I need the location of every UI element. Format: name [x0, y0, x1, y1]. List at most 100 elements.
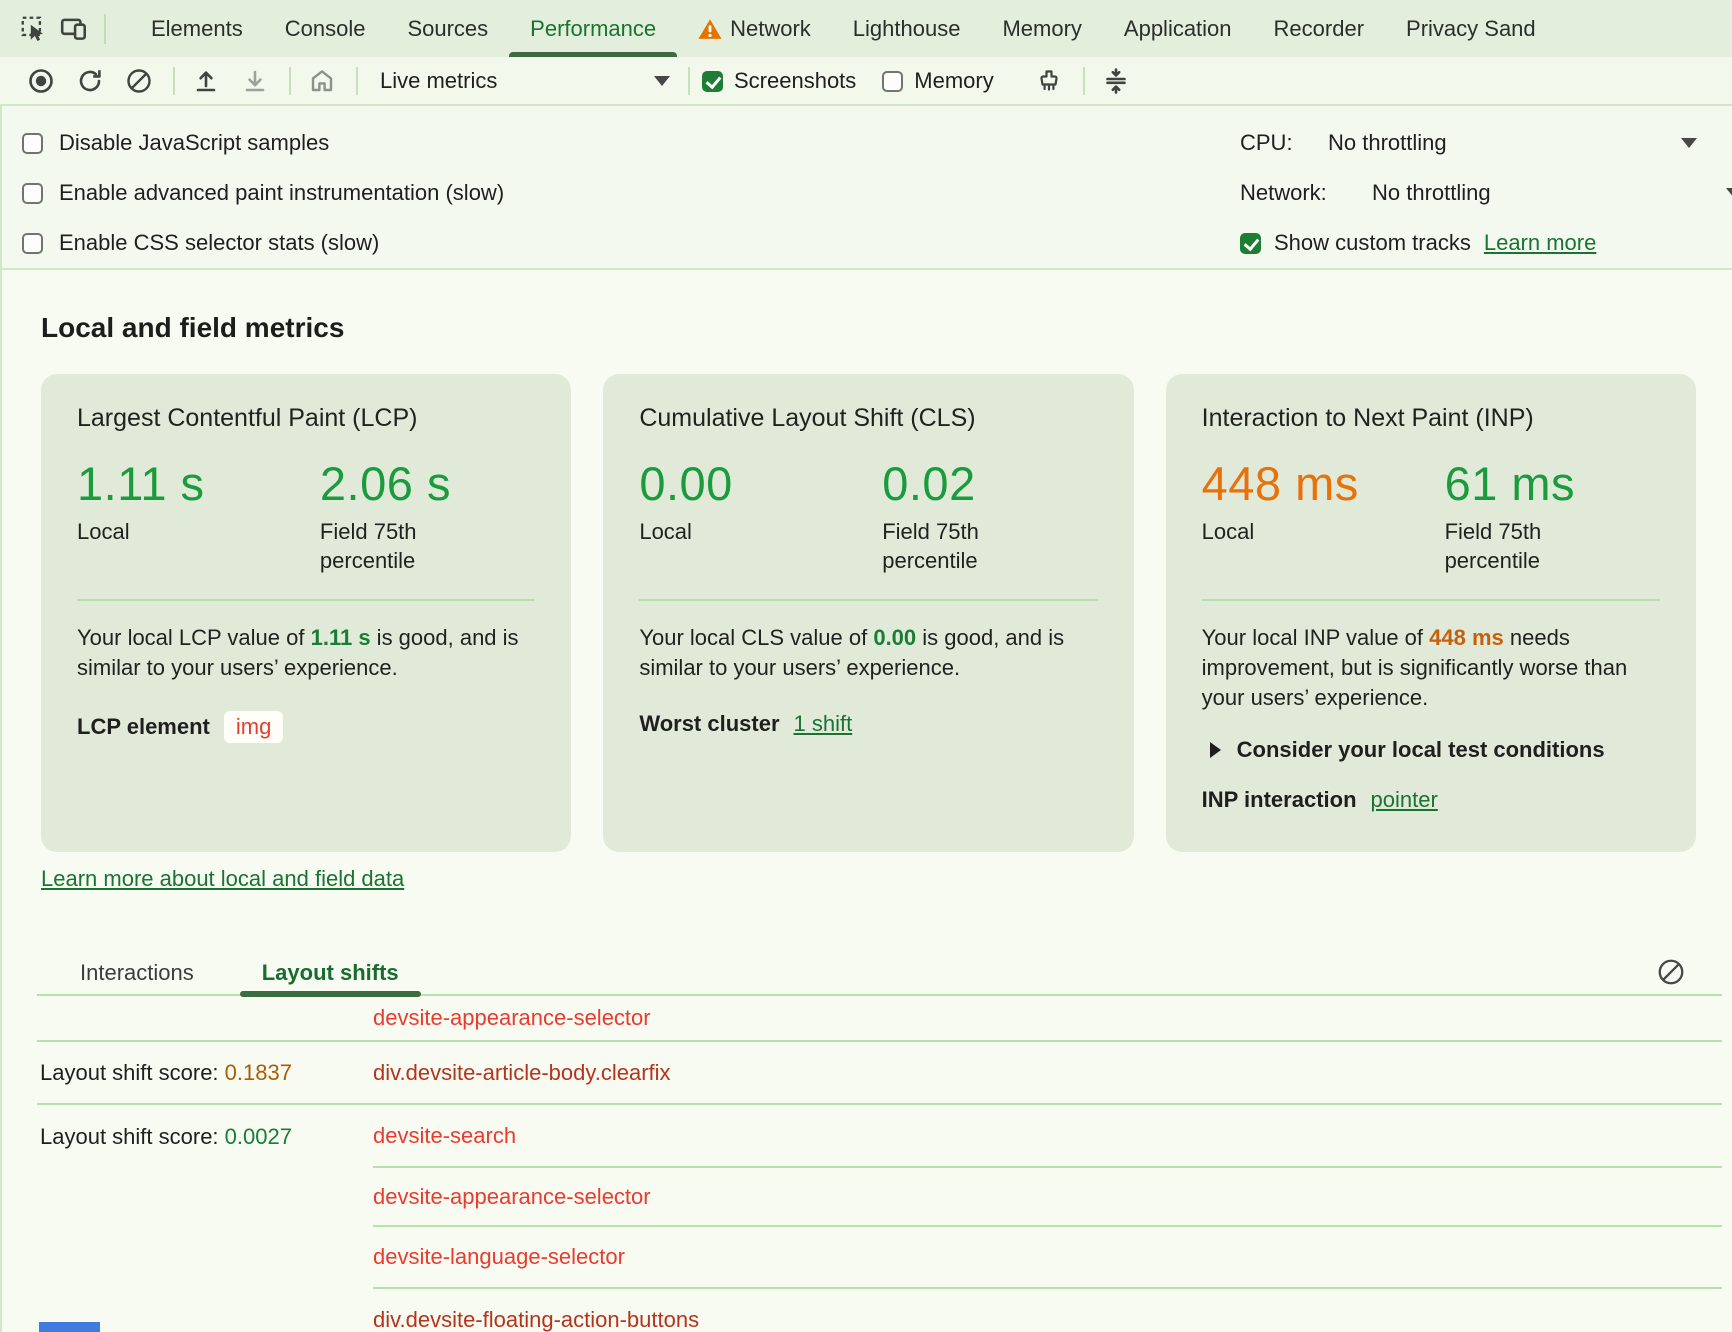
custom-tracks-learn-more-link[interactable]: Learn more — [1483, 230, 1597, 255]
divider — [356, 67, 358, 95]
lcp-element-node-link[interactable]: img — [223, 711, 284, 743]
local-label: Local — [77, 519, 130, 544]
show-custom-tracks-label[interactable]: Show custom tracks — [1274, 230, 1471, 255]
clear-button[interactable] — [120, 61, 158, 101]
divider — [1201, 599, 1660, 601]
option-advanced-paint: Enable advanced paint instrumentation (s… — [22, 168, 504, 218]
desc-text: Your local LCP value of — [77, 625, 311, 650]
lcp-desc-value: 1.11 s — [310, 625, 371, 650]
inp-interaction-label: INP interaction — [1201, 787, 1357, 812]
layout-shift-row: div.devsite-floating-action-buttons — [37, 1289, 1722, 1332]
block-icon — [125, 67, 153, 95]
advanced-paint-checkbox[interactable] — [22, 182, 43, 204]
triangle-right-icon — [1209, 742, 1221, 758]
element-node-link[interactable]: devsite-appearance-selector — [373, 1005, 651, 1030]
device-toolbar-button[interactable] — [54, 0, 94, 57]
tab-label: Lighthouse — [852, 15, 961, 41]
devtools-tab-bar: Elements Console Sources Performance Net… — [0, 0, 1732, 57]
page-title: Local and field metrics — [41, 312, 345, 343]
disable-js-samples-checkbox[interactable] — [22, 132, 43, 154]
show-custom-tracks-checkbox[interactable] — [1240, 232, 1261, 254]
inp-description: Your local INP value of 448 ms needs imp… — [1202, 623, 1660, 713]
cls-local-value: 0.00 — [639, 457, 733, 510]
tab-console[interactable]: Console — [264, 0, 387, 57]
cls-field-value: 0.02 — [882, 457, 976, 510]
layout-shift-row: devsite-language-selector — [37, 1227, 1722, 1289]
divider — [1082, 67, 1085, 95]
cls-local-value-block: 0.00 Local — [639, 459, 882, 575]
panel-mode-value: Live metrics — [380, 68, 498, 93]
gc-brush-button[interactable] — [1030, 61, 1068, 101]
inspect-element-button[interactable] — [14, 0, 54, 57]
option-label[interactable]: Enable CSS selector stats (slow) — [59, 230, 380, 255]
memory-checkbox[interactable] — [882, 70, 904, 92]
tab-label: Interactions — [80, 960, 194, 985]
record-button[interactable] — [22, 61, 60, 101]
desc-text: needs improvement, but is significantly … — [1201, 625, 1628, 710]
tab-label: Sources — [407, 15, 489, 41]
cls-description: Your local CLS value of 0.00 is good, an… — [639, 623, 1097, 683]
live-metrics-view: Local and field metrics Largest Contentf… — [0, 270, 1732, 1332]
element-node-link[interactable]: devsite-search — [373, 1122, 517, 1148]
local-test-conditions-disclosure[interactable]: Consider your local test conditions — [1202, 737, 1660, 763]
cpu-throttling-select[interactable]: CPU: No throttling — [1240, 118, 1732, 168]
tab-privacy-sandbox[interactable]: Privacy Sand — [1385, 0, 1557, 57]
screenshots-label[interactable]: Screenshots — [734, 68, 857, 93]
cls-card-title: Cumulative Layout Shift (CLS) — [639, 404, 976, 432]
tab-elements[interactable]: Elements — [130, 0, 264, 57]
worst-cluster-link[interactable]: 1 shift — [793, 711, 853, 736]
chevron-down-icon — [1681, 138, 1697, 148]
local-label: Local — [1201, 519, 1255, 544]
lcp-description: Your local LCP value of 1.11 s is good, … — [77, 623, 535, 683]
tab-label: Application — [1123, 15, 1232, 41]
divider — [688, 67, 690, 95]
desc-text: Your local CLS value of — [639, 625, 874, 650]
tab-label: Performance — [530, 15, 657, 41]
lcp-card-title: Largest Contentful Paint (LCP) — [77, 404, 418, 432]
clear-log-button[interactable] — [1656, 957, 1686, 987]
tab-lighthouse[interactable]: Lighthouse — [832, 0, 982, 57]
tab-interactions[interactable]: Interactions — [58, 952, 216, 994]
inp-interaction-link[interactable]: pointer — [1370, 787, 1438, 812]
lcp-field-value: 2.06 s — [319, 457, 451, 510]
download-profile-button[interactable] — [236, 61, 274, 101]
inp-field-value-block: 61 ms Field 75th percentile — [1445, 459, 1660, 575]
inp-local-value-block: 448 ms Local — [1202, 459, 1445, 575]
upload-profile-button[interactable] — [187, 61, 225, 101]
css-selector-stats-checkbox[interactable] — [22, 232, 43, 254]
tab-recorder[interactable]: Recorder — [1253, 0, 1385, 57]
score-label: Layout shift score: — [40, 1123, 225, 1149]
memory-checkbox-label[interactable]: Memory — [914, 68, 994, 93]
screenshots-checkbox[interactable] — [702, 70, 723, 92]
tab-application[interactable]: Application — [1103, 0, 1253, 57]
collect-garbage-button[interactable] — [1097, 61, 1135, 101]
active-tab-underline — [239, 991, 421, 997]
tab-sources[interactable]: Sources — [386, 0, 509, 57]
tab-layout-shifts[interactable]: Layout shifts — [239, 952, 421, 997]
element-node-link[interactable]: devsite-appearance-selector — [373, 1183, 651, 1209]
local-label: Local — [639, 519, 692, 544]
option-label[interactable]: Disable JavaScript samples — [59, 130, 330, 155]
lcp-local-value-block: 1.11 s Local — [77, 459, 320, 575]
tab-memory[interactable]: Memory — [981, 0, 1102, 57]
tab-network[interactable]: Network — [677, 0, 832, 57]
tab-performance[interactable]: Performance — [509, 0, 678, 57]
panel-mode-select[interactable]: Live metrics — [370, 61, 684, 101]
element-node-link[interactable]: div.devsite-article-body.clearfix — [373, 1059, 671, 1085]
network-throttling-select[interactable]: Network: No throttling — [1240, 168, 1732, 218]
element-node-link[interactable]: div.devsite-floating-action-buttons — [373, 1307, 700, 1332]
option-label[interactable]: Enable advanced paint instrumentation (s… — [59, 180, 505, 205]
inspect-cursor-icon — [19, 14, 49, 44]
block-icon — [1656, 957, 1686, 987]
field-label: Field 75th percentile — [319, 519, 417, 573]
tab-label: Console — [284, 15, 366, 41]
element-node-link[interactable]: devsite-language-selector — [373, 1244, 625, 1269]
reload-and-record-button[interactable] — [71, 61, 109, 101]
divider — [104, 13, 106, 44]
home-button[interactable] — [303, 61, 341, 101]
field-data-learn-more-link[interactable]: Learn more about local and field data — [41, 866, 405, 891]
active-tab-underline — [509, 52, 678, 57]
device-toolbar-icon — [59, 14, 89, 44]
inp-card-title: Interaction to Next Paint (INP) — [1201, 404, 1534, 432]
